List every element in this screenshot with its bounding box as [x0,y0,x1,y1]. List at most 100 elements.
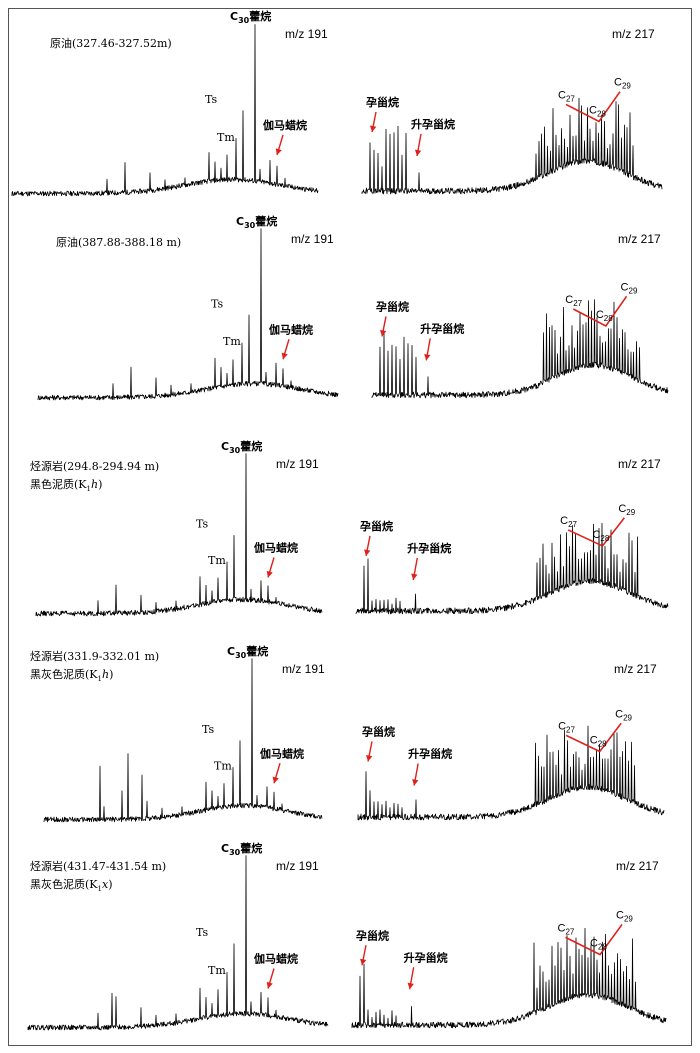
lithology-label: 黑色泥质(K1h) [30,477,102,493]
c27-sterane-label: C27 [558,922,575,936]
sample-label: 烃源岩(431.47-431.54 m) [30,859,166,873]
chromatogram-panel: 原油(327.46-327.52m) m/z 191 C30藿烷 Ts Tm 伽马蜡烷 m/… [11,9,663,197]
sterane-v-line [567,517,625,547]
mz217-label: m/z 217 [618,232,661,246]
c30-hopane-label: C30藿烷 [221,439,262,455]
mz217-trace [361,97,663,195]
pregnane-arrow [370,111,377,133]
pregnane-arrow [360,945,367,966]
gammacerane-arrow [281,339,290,360]
pregnane-arrow [364,535,371,557]
c28-sterane-label: C28 [590,734,607,748]
mz191-label: m/z 191 [276,457,319,471]
ts-peak-label: Ts [202,723,215,736]
sterane-v-line [565,722,622,753]
tm-peak-label: Tm [208,964,226,977]
pregnane-label: 孕甾烷 [356,928,389,942]
mz191-trace [11,24,319,197]
mz217-label: m/z 217 [618,457,661,471]
c28-sterane-label: C28 [592,529,609,543]
gammacerane-arrow [266,557,275,578]
c30-hopane-label: C30藿烷 [227,644,268,660]
sample-label: 烃源岩(294.8-294.94 m) [30,459,159,473]
homopregnane-label: 升孕甾烷 [411,117,455,131]
sample-label: 原油(327.46-327.52m) [50,36,172,50]
mz217-label: m/z 217 [616,859,659,873]
pregnane-arrow [366,741,373,762]
tm-peak-label: Tm [223,335,241,348]
c29-sterane-label: C29 [615,708,632,722]
mz191-trace [27,855,329,1031]
chromatogram-panel: 烃源岩(431.47-431.54 m) 黑灰色泥质(K1x) m/z 191 C30… [27,841,667,1031]
lithology-label: 黑灰色泥质(K1x) [30,877,113,893]
homopregnane-label: 升孕甾烷 [408,747,452,761]
pregnane-label: 孕甾烷 [376,299,409,313]
pregnane-label: 孕甾烷 [360,519,393,533]
c30-hopane-label: C30藿烷 [230,9,271,25]
homopregnane-label: 升孕甾烷 [420,321,464,335]
figure-frame [8,8,692,1046]
gammacerane-label: 伽马蜡烷 [260,746,304,760]
mz217-trace [351,927,667,1029]
c29-sterane-label: C29 [616,909,633,923]
gammacerane-arrow [272,763,281,784]
homopregnane-arrow [412,763,419,786]
gammacerane-label: 伽马蜡烷 [269,322,313,336]
ts-peak-label: Ts [196,518,209,531]
c28-sterane-label: C28 [589,105,606,119]
sterane-v-line [572,295,628,327]
c27-sterane-label: C27 [560,515,577,529]
mz191-trace [35,453,323,617]
mz191-trace [43,658,323,823]
mz217-trace [355,522,669,615]
mz191-label: m/z 191 [291,232,334,246]
gammacerane-label: 伽马蜡烷 [254,541,298,555]
mz217-label: m/z 217 [612,27,655,41]
mz191-trace [37,228,339,401]
mz191-label: m/z 191 [285,27,328,41]
tm-peak-label: Tm [214,760,232,773]
lithology-label: 黑灰色泥质(K1h) [30,667,113,683]
mz191-label: m/z 191 [282,662,325,676]
chromatogram-panel: 原油(387.88-388.18 m) m/z 191 C30藿烷 Ts Tm 伽马蜡烷 m… [37,214,669,401]
mz217-trace [357,725,665,821]
mz217-label: m/z 217 [614,662,657,676]
c27-sterane-label: C27 [558,89,575,103]
sterane-v-line [565,91,621,123]
c30-hopane-label: C30藿烷 [221,841,262,857]
c29-sterane-label: C29 [618,503,635,517]
pregnane-label: 孕甾烷 [366,95,399,109]
homopregnane-arrow [407,967,415,990]
c28-sterane-label: C28 [596,309,613,323]
pregnane-arrow [380,316,387,337]
sample-label: 烃源岩(331.9-332.01 m) [30,649,159,663]
c27-sterane-label: C27 [565,294,582,308]
gammacerane-label: 伽马蜡烷 [263,118,307,132]
c27-sterane-label: C27 [558,720,575,734]
c28-sterane-label: C28 [590,938,607,952]
mz191-label: m/z 191 [276,859,319,873]
gammacerane-arrow [266,968,275,989]
ts-peak-label: Ts [196,926,209,939]
c30-hopane-label: C30藿烷 [236,214,277,230]
gammacerane-label: 伽马蜡烷 [254,952,298,966]
homopregnane-arrow [414,133,422,157]
pregnane-label: 孕甾烷 [362,725,395,739]
gammacerane-arrow [275,134,284,156]
ts-peak-label: Ts [205,93,218,106]
homopregnane-arrow [411,557,418,581]
ts-peak-label: Ts [211,297,224,310]
homopregnane-label: 升孕甾烷 [407,541,451,555]
homopregnane-arrow [424,338,431,361]
sterane-v-line [565,923,623,956]
chromatogram-panel: 烃源岩(294.8-294.94 m) 黑色泥质(K1h) m/z 191 C30藿烷… [30,439,669,617]
c29-sterane-label: C29 [621,281,638,295]
sample-label: 原油(387.88-388.18 m) [56,235,181,249]
mz217-trace [371,299,669,399]
homopregnane-label: 升孕甾烷 [404,950,448,964]
tm-peak-label: Tm [208,554,226,567]
chromatogram-panel: 烃源岩(331.9-332.01 m) 黑灰色泥质(K1h) m/z 191 C30藿… [30,644,665,823]
tm-peak-label: Tm [217,131,235,144]
